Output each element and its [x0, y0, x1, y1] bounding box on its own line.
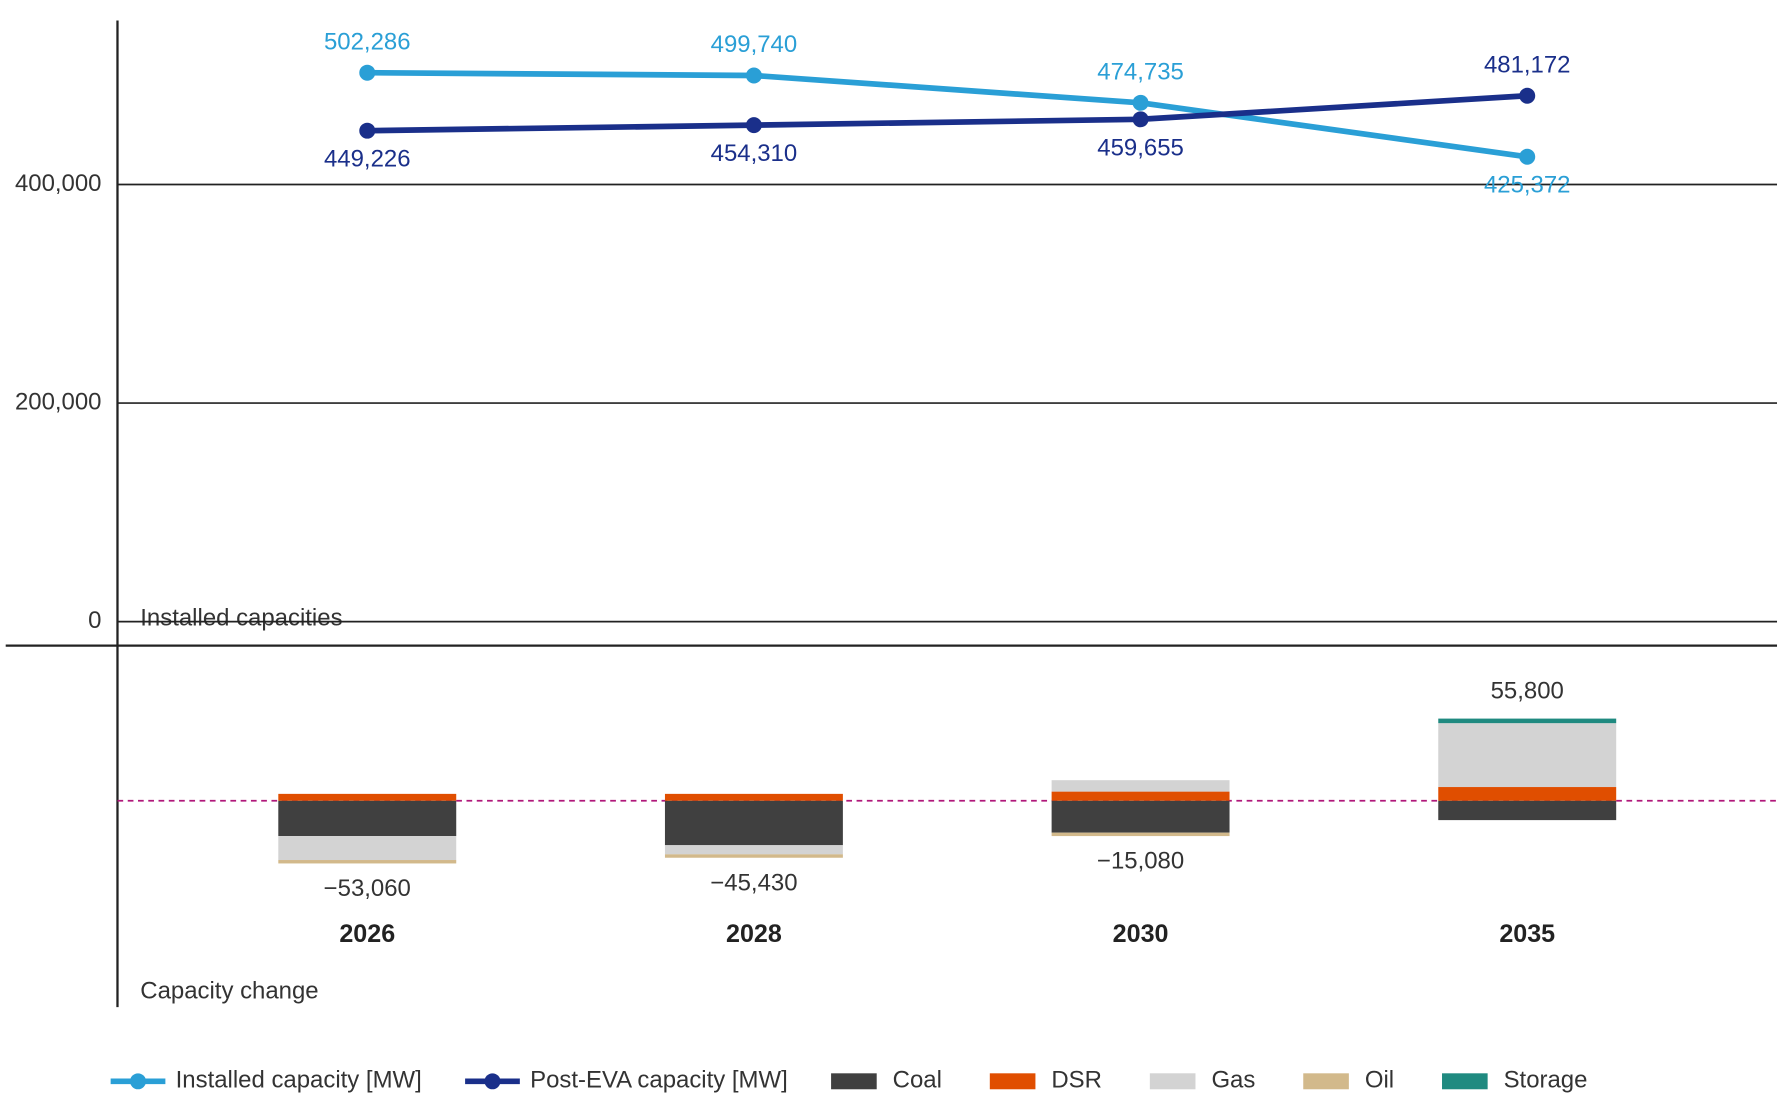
marker [1519, 87, 1536, 104]
y-tick-label: 0 [88, 607, 101, 634]
data-label: 459,655 [1097, 134, 1184, 161]
legend-label: Post-EVA capacity [MW] [530, 1067, 788, 1094]
total-label: −15,080 [1097, 848, 1184, 875]
bar-segment [664, 793, 843, 801]
marker [1132, 94, 1149, 111]
legend-marker [484, 1073, 501, 1090]
data-label: 474,735 [1097, 58, 1184, 85]
data-label: 481,172 [1484, 51, 1571, 78]
y-tick-label: 400,000 [15, 170, 102, 197]
marker [359, 64, 376, 81]
x-tick-label: 2030 [1113, 920, 1169, 948]
bar-segment [1051, 832, 1230, 837]
bar-segment [1051, 800, 1230, 833]
legend-swatch [1442, 1073, 1488, 1090]
x-tick-label: 2035 [1499, 920, 1555, 948]
x-tick-label: 2026 [339, 920, 395, 948]
data-label: 425,372 [1484, 172, 1571, 199]
line [367, 92, 1528, 134]
total-label: −45,430 [710, 869, 797, 896]
bar-segment [664, 854, 843, 858]
bar-segment [278, 860, 457, 864]
marker [359, 122, 376, 139]
bar-segment [1051, 791, 1230, 801]
y-tick-label: 200,000 [15, 388, 102, 415]
legend-label: Coal [893, 1067, 942, 1094]
data-label: 502,286 [324, 28, 411, 55]
data-label: 449,226 [324, 146, 411, 173]
bar-segment [1438, 718, 1617, 724]
bar-segment [1438, 800, 1617, 821]
bar-segment [278, 793, 457, 801]
x-tick-label: 2028 [726, 920, 782, 948]
marker [1519, 148, 1536, 165]
bar-segment [278, 836, 457, 861]
panel-title: Capacity change [140, 978, 318, 1005]
bar-segment [1438, 787, 1617, 801]
line [367, 69, 1528, 160]
total-label: −53,060 [324, 875, 411, 902]
marker [1132, 111, 1149, 128]
legend-label: Gas [1211, 1067, 1255, 1094]
panel-title: Installed capacities [140, 605, 342, 632]
legend-label: Installed capacity [MW] [176, 1067, 422, 1094]
bar-segment [1051, 780, 1230, 792]
data-label: 499,740 [711, 31, 798, 58]
bar-segment [1438, 723, 1617, 788]
total-label: 55,800 [1491, 678, 1564, 705]
marker [745, 67, 762, 84]
bar-segment [664, 800, 843, 846]
bar-segment [664, 845, 843, 855]
legend-swatch [989, 1073, 1036, 1090]
legend-marker [130, 1073, 146, 1090]
legend-label: Storage [1504, 1067, 1588, 1094]
legend-swatch [1149, 1073, 1196, 1090]
legend-swatch [1303, 1073, 1349, 1090]
legend-label: DSR [1051, 1067, 1102, 1094]
bar-segment [278, 800, 457, 837]
legend-label: Oil [1365, 1067, 1394, 1094]
marker [745, 117, 762, 134]
data-label: 454,310 [711, 140, 798, 167]
legend-swatch [831, 1073, 877, 1090]
